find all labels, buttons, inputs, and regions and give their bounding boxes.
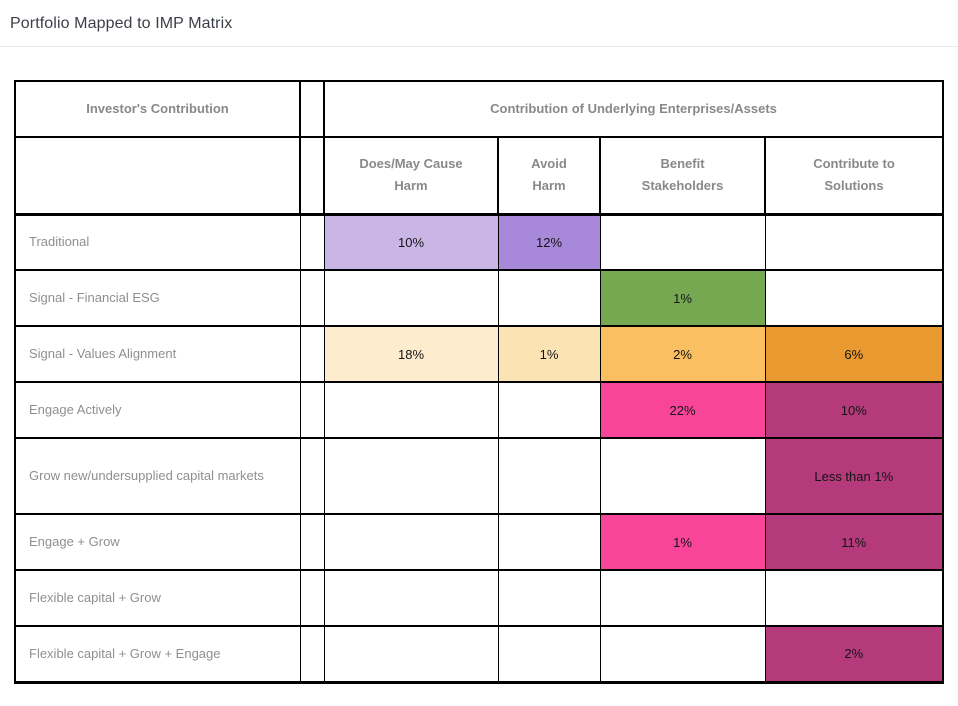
matrix-cell xyxy=(323,437,499,515)
spacer-cell xyxy=(299,325,325,383)
matrix-cell xyxy=(497,625,601,683)
row-label-signal-values-alignment: Signal - Values Alignment xyxy=(14,325,301,383)
spacer-header-cell xyxy=(299,136,325,216)
row-label-engage-grow: Engage + Grow xyxy=(14,513,301,571)
matrix-cell: 10% xyxy=(323,213,499,271)
row-label-engage-actively: Engage Actively xyxy=(14,381,301,439)
empty-header-cell xyxy=(14,136,301,216)
matrix-cell: 12% xyxy=(497,213,601,271)
matrix-cell: 2% xyxy=(764,625,945,683)
row-label-flexible-capital-grow-engage: Flexible capital + Grow + Engage xyxy=(14,625,301,683)
table-row: Traditional 10% 12% xyxy=(14,213,945,271)
matrix-cell xyxy=(599,625,766,683)
enterprise-contribution-header: Contribution of Underlying Enterprises/A… xyxy=(322,80,945,138)
matrix-cell: 6% xyxy=(764,325,945,383)
investor-contribution-header: Investor's Contribution xyxy=(14,80,301,138)
spacer-cell xyxy=(299,569,325,627)
table-row: Flexible capital + Grow xyxy=(14,569,945,627)
matrix-cell xyxy=(323,269,499,327)
spacer-cell xyxy=(299,513,325,571)
table-row: Signal - Values Alignment 18% 1% 2% 6% xyxy=(14,325,945,383)
row-label-signal-financial-esg: Signal - Financial ESG xyxy=(14,269,301,327)
table-row: Engage + Grow 1% 11% xyxy=(14,513,945,571)
matrix-cell: Less than 1% xyxy=(764,437,945,515)
matrix-cell xyxy=(599,437,766,515)
title-bar: Portfolio Mapped to IMP Matrix xyxy=(0,0,958,47)
column-header-does-may-cause-harm: Does/May Cause Harm xyxy=(323,136,499,216)
matrix-cell xyxy=(497,381,601,439)
imp-matrix-table: Investor's Contribution Contribution of … xyxy=(14,80,945,684)
matrix-cell xyxy=(323,381,499,439)
column-header-benefit-stakeholders: Benefit Stakeholders xyxy=(599,136,766,216)
spacer-cell xyxy=(299,269,325,327)
row-label-traditional: Traditional xyxy=(14,213,301,271)
matrix-cell: 1% xyxy=(599,269,766,327)
spacer-cell xyxy=(299,437,325,515)
matrix-cell: 18% xyxy=(323,325,499,383)
row-label-grow-new-undersupplied: Grow new/undersupplied capital markets xyxy=(14,437,301,515)
matrix-cell xyxy=(323,569,499,627)
matrix-cell: 1% xyxy=(497,325,601,383)
spacer-cell xyxy=(299,381,325,439)
table-row: Flexible capital + Grow + Engage 2% xyxy=(14,625,945,683)
matrix-cell xyxy=(764,269,945,327)
table-row: Engage Actively 22% 10% xyxy=(14,381,945,439)
matrix-cell xyxy=(599,213,766,271)
matrix-cell xyxy=(497,569,601,627)
spacer-header-cell xyxy=(299,80,325,138)
matrix-cell: 1% xyxy=(599,513,766,571)
table-row: Signal - Financial ESG 1% xyxy=(14,269,945,327)
spacer-cell xyxy=(299,213,325,271)
matrix-cell: 10% xyxy=(764,381,945,439)
matrix-cell xyxy=(497,437,601,515)
matrix-cell: 22% xyxy=(599,381,766,439)
spacer-cell xyxy=(299,625,325,683)
matrix-cell xyxy=(599,569,766,627)
row-label-flexible-capital-grow: Flexible capital + Grow xyxy=(14,569,301,627)
matrix-cell xyxy=(323,513,499,571)
matrix-cell: 2% xyxy=(599,325,766,383)
matrix-cell xyxy=(323,625,499,683)
page-title: Portfolio Mapped to IMP Matrix xyxy=(10,15,233,32)
column-header-avoid-harm: Avoid Harm xyxy=(497,136,601,216)
table-row: Grow new/undersupplied capital markets L… xyxy=(14,437,945,515)
matrix-cell xyxy=(497,269,601,327)
column-header-contribute-to-solutions: Contribute to Solutions xyxy=(763,136,945,216)
matrix-cell xyxy=(764,213,945,271)
matrix-cell: 11% xyxy=(764,513,945,571)
matrix-cell xyxy=(497,513,601,571)
matrix-cell xyxy=(764,569,945,627)
